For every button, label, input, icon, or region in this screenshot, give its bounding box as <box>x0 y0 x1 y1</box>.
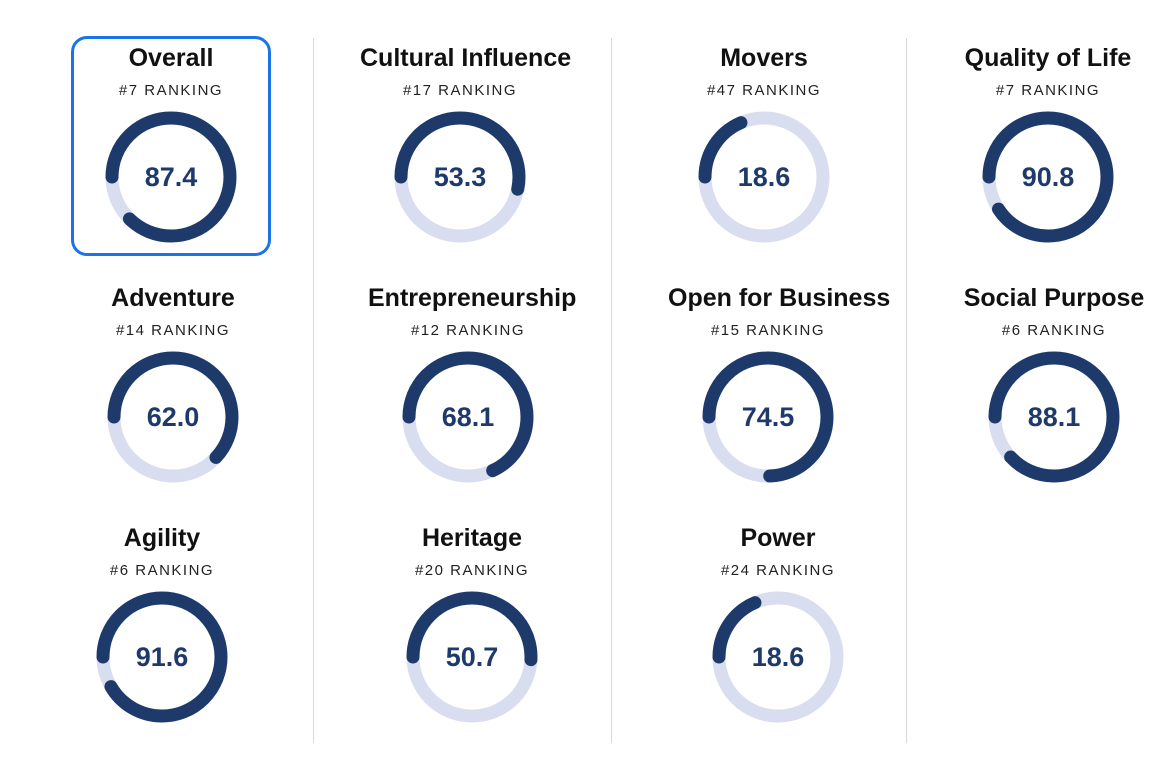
gauge-arc <box>702 351 834 483</box>
metric-title: Open for Business <box>668 284 891 312</box>
gauge-arc <box>712 591 844 723</box>
gauge-arc <box>96 591 228 723</box>
metric-ranking: #24 RANKING <box>720 562 836 579</box>
metric-ranking: #6 RANKING <box>1001 322 1107 339</box>
metric-title: Entrepreneurship <box>368 284 577 312</box>
score-gauge: 74.5 <box>702 351 834 483</box>
column-divider <box>611 38 612 743</box>
metric-title: Adventure <box>111 284 235 312</box>
score-value: 50.7 <box>445 642 499 672</box>
score-gauge: 53.3 <box>394 111 526 243</box>
column-divider <box>313 38 314 743</box>
score-value: 68.1 <box>441 402 495 432</box>
score-gauge: 18.6 <box>712 591 844 723</box>
metric-ranking: #6 RANKING <box>109 562 215 579</box>
metric-card-movers[interactable]: Movers #47 RANKING 18.6 <box>664 36 864 256</box>
metric-ranking: #14 RANKING <box>115 322 231 339</box>
metric-card-power[interactable]: Power #24 RANKING 18.6 <box>678 516 878 736</box>
metric-title: Heritage <box>421 524 523 552</box>
metric-ranking: #20 RANKING <box>414 562 530 579</box>
score-value: 62.0 <box>146 402 200 432</box>
metric-card-open-for-business[interactable]: Open for Business #15 RANKING 74.5 <box>668 276 891 496</box>
metric-card-agility[interactable]: Agility #6 RANKING 91.6 <box>62 516 262 736</box>
score-value: 53.3 <box>433 162 487 192</box>
score-gauge: 88.1 <box>988 351 1120 483</box>
score-gauge: 91.6 <box>96 591 228 723</box>
metric-title: Cultural Influence <box>360 44 572 72</box>
metric-ranking: #15 RANKING <box>710 322 826 339</box>
metric-card-entrepreneurship[interactable]: Entrepreneurship #12 RANKING 68.1 <box>368 276 577 496</box>
score-gauge: 18.6 <box>698 111 830 243</box>
score-gauge: 68.1 <box>402 351 534 483</box>
gauge-arc <box>107 351 239 483</box>
metric-title: Agility <box>123 524 201 552</box>
score-value: 18.6 <box>737 162 791 192</box>
score-gauge: 90.8 <box>982 111 1114 243</box>
score-value: 91.6 <box>135 642 189 672</box>
score-gauge: 87.4 <box>105 111 237 243</box>
metric-title: Movers <box>720 44 808 72</box>
metric-title: Quality of Life <box>964 44 1132 72</box>
gauge-arc <box>402 351 534 483</box>
metric-card-quality-of-life[interactable]: Quality of Life #7 RANKING 90.8 <box>948 36 1148 256</box>
metric-ranking: #7 RANKING <box>118 82 224 99</box>
gauge-arc <box>105 111 237 243</box>
metric-ranking: #7 RANKING <box>995 82 1101 99</box>
metric-title: Overall <box>128 44 214 72</box>
metric-title: Social Purpose <box>963 284 1145 312</box>
metric-card-adventure[interactable]: Adventure #14 RANKING 62.0 <box>73 276 273 496</box>
score-value: 74.5 <box>741 402 795 432</box>
score-value: 90.8 <box>1021 162 1075 192</box>
metric-ranking: #17 RANKING <box>402 82 518 99</box>
gauge-arc <box>988 351 1120 483</box>
metric-card-heritage[interactable]: Heritage #20 RANKING 50.7 <box>372 516 572 736</box>
metric-card-social-purpose[interactable]: Social Purpose #6 RANKING 88.1 <box>954 276 1154 496</box>
gauge-arc <box>394 111 526 243</box>
score-value: 87.4 <box>144 162 198 192</box>
column-divider <box>906 38 907 743</box>
score-value: 18.6 <box>751 642 805 672</box>
gauge-arc <box>698 111 830 243</box>
metric-ranking: #47 RANKING <box>706 82 822 99</box>
gauge-arc <box>982 111 1114 243</box>
score-value: 88.1 <box>1027 402 1081 432</box>
metric-ranking: #12 RANKING <box>410 322 526 339</box>
gauge-arc <box>406 591 538 723</box>
metric-card-cultural-influence[interactable]: Cultural Influence #17 RANKING 53.3 <box>360 36 572 256</box>
score-gauge: 62.0 <box>107 351 239 483</box>
score-gauge: 50.7 <box>406 591 538 723</box>
metric-card-overall[interactable]: Overall #7 RANKING 87.4 <box>71 36 271 256</box>
metric-title: Power <box>740 524 816 552</box>
